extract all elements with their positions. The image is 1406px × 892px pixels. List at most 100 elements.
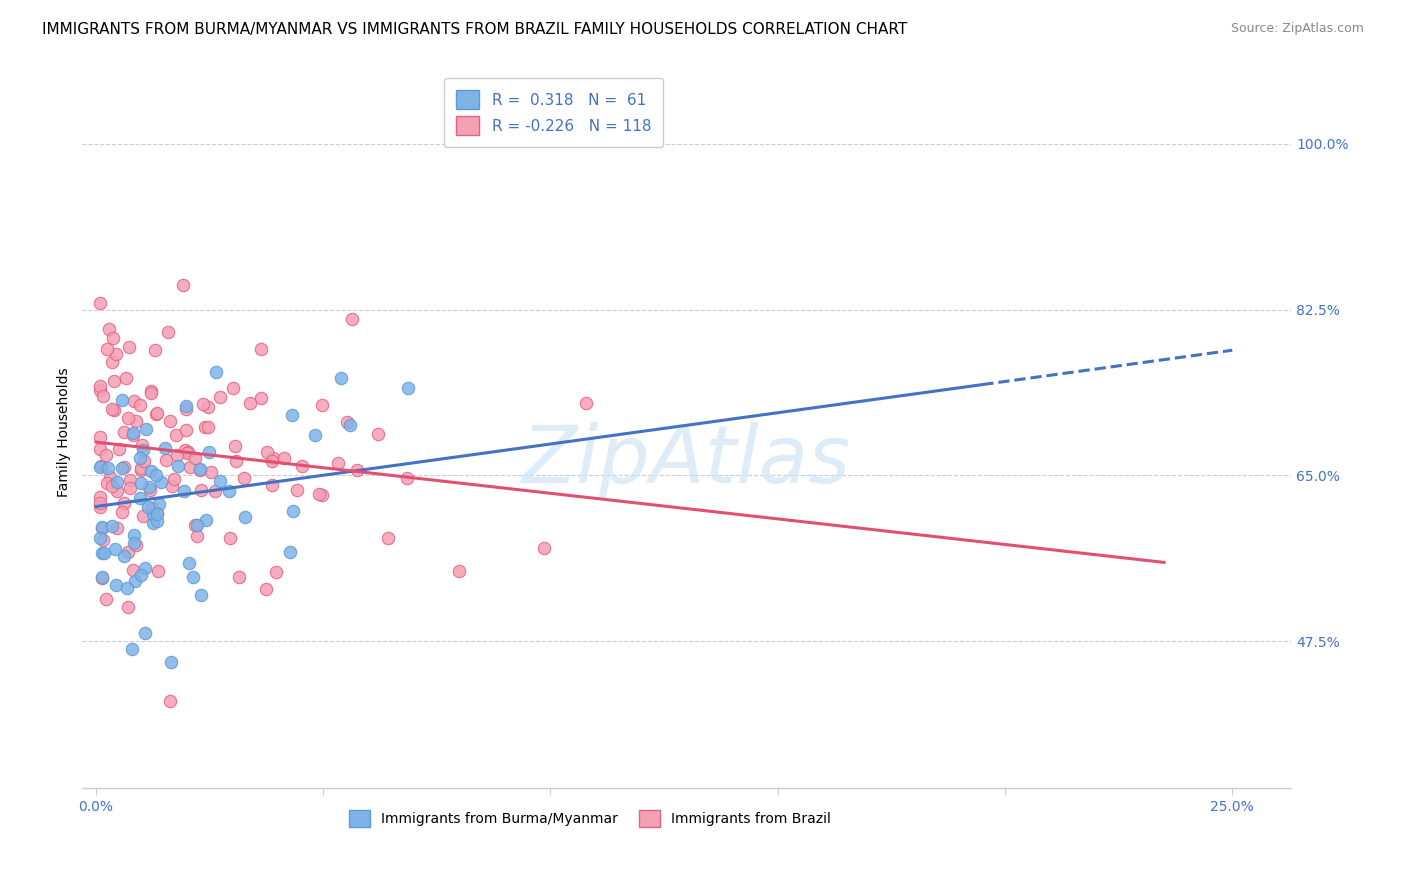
Point [93,546,115,560]
Point [141,500,163,515]
Point [159,414,181,428]
Point [103,403,125,417]
Point [396,381,419,395]
Point [96,476,118,491]
Point [89,430,111,444]
Point [159,694,181,708]
Point [224,439,246,453]
Point [132,508,155,523]
Point [141,384,163,398]
Point [174,442,197,457]
Point [184,517,207,532]
Point [190,588,212,602]
Point [149,475,172,489]
Point [186,529,208,543]
Point [273,450,295,465]
Point [191,397,214,411]
Point [128,398,150,412]
Point [160,655,183,669]
Point [256,445,278,459]
Point [112,496,135,510]
Point [194,420,217,434]
Point [250,343,273,357]
Point [122,394,145,409]
Point [111,505,134,519]
Point [112,425,135,440]
Point [165,428,187,442]
Point [146,506,169,520]
Point [120,481,142,495]
Point [115,371,138,385]
Point [89,495,111,509]
Point [124,574,146,588]
Point [100,401,122,416]
Point [134,561,156,575]
Point [125,414,148,428]
Point [218,531,240,545]
Point [136,500,159,514]
Point [281,504,304,518]
Point [197,400,219,414]
Point [134,454,156,468]
Point [124,538,146,552]
Point [118,473,141,487]
Point [200,465,222,479]
Point [145,467,167,482]
Point [91,521,114,535]
Point [105,475,128,489]
Point [112,549,135,563]
Point [166,448,188,462]
Point [260,477,283,491]
Point [117,600,139,615]
Point [285,483,308,497]
Legend: Immigrants from Burma/Myanmar, Immigrants from Brazil: Immigrants from Burma/Myanmar, Immigrant… [343,804,838,834]
Point [263,451,285,466]
Point [254,582,277,596]
Point [121,642,143,657]
Point [89,500,111,514]
Point [104,578,127,592]
Point [188,463,211,477]
Point [146,406,169,420]
Point [139,483,162,497]
Point [110,393,132,408]
Point [336,415,359,429]
Point [111,461,134,475]
Point [225,453,247,467]
Point [183,570,205,584]
Point [97,460,120,475]
Point [89,296,111,310]
Point [281,409,304,423]
Point [167,458,190,473]
Point [91,389,114,403]
Point [142,516,165,530]
Point [115,581,138,595]
Point [89,458,111,473]
Point [162,479,184,493]
Point [145,508,167,522]
Point [103,374,125,388]
Point [176,423,198,437]
Point [112,460,135,475]
Point [97,322,120,336]
Point [311,488,333,502]
Point [339,417,361,432]
Point [142,508,165,522]
Point [575,395,598,409]
Point [163,472,186,486]
Point [89,460,111,475]
Point [118,340,141,354]
Point [128,491,150,506]
Point [346,463,368,477]
Point [179,459,201,474]
Point [89,531,111,545]
Point [89,378,111,392]
Point [138,480,160,494]
Point [239,396,262,410]
Point [228,570,250,584]
Text: Source: ZipAtlas.com: Source: ZipAtlas.com [1230,22,1364,36]
Point [204,365,226,379]
Point [395,471,418,485]
Point [190,483,212,497]
Point [89,491,111,505]
